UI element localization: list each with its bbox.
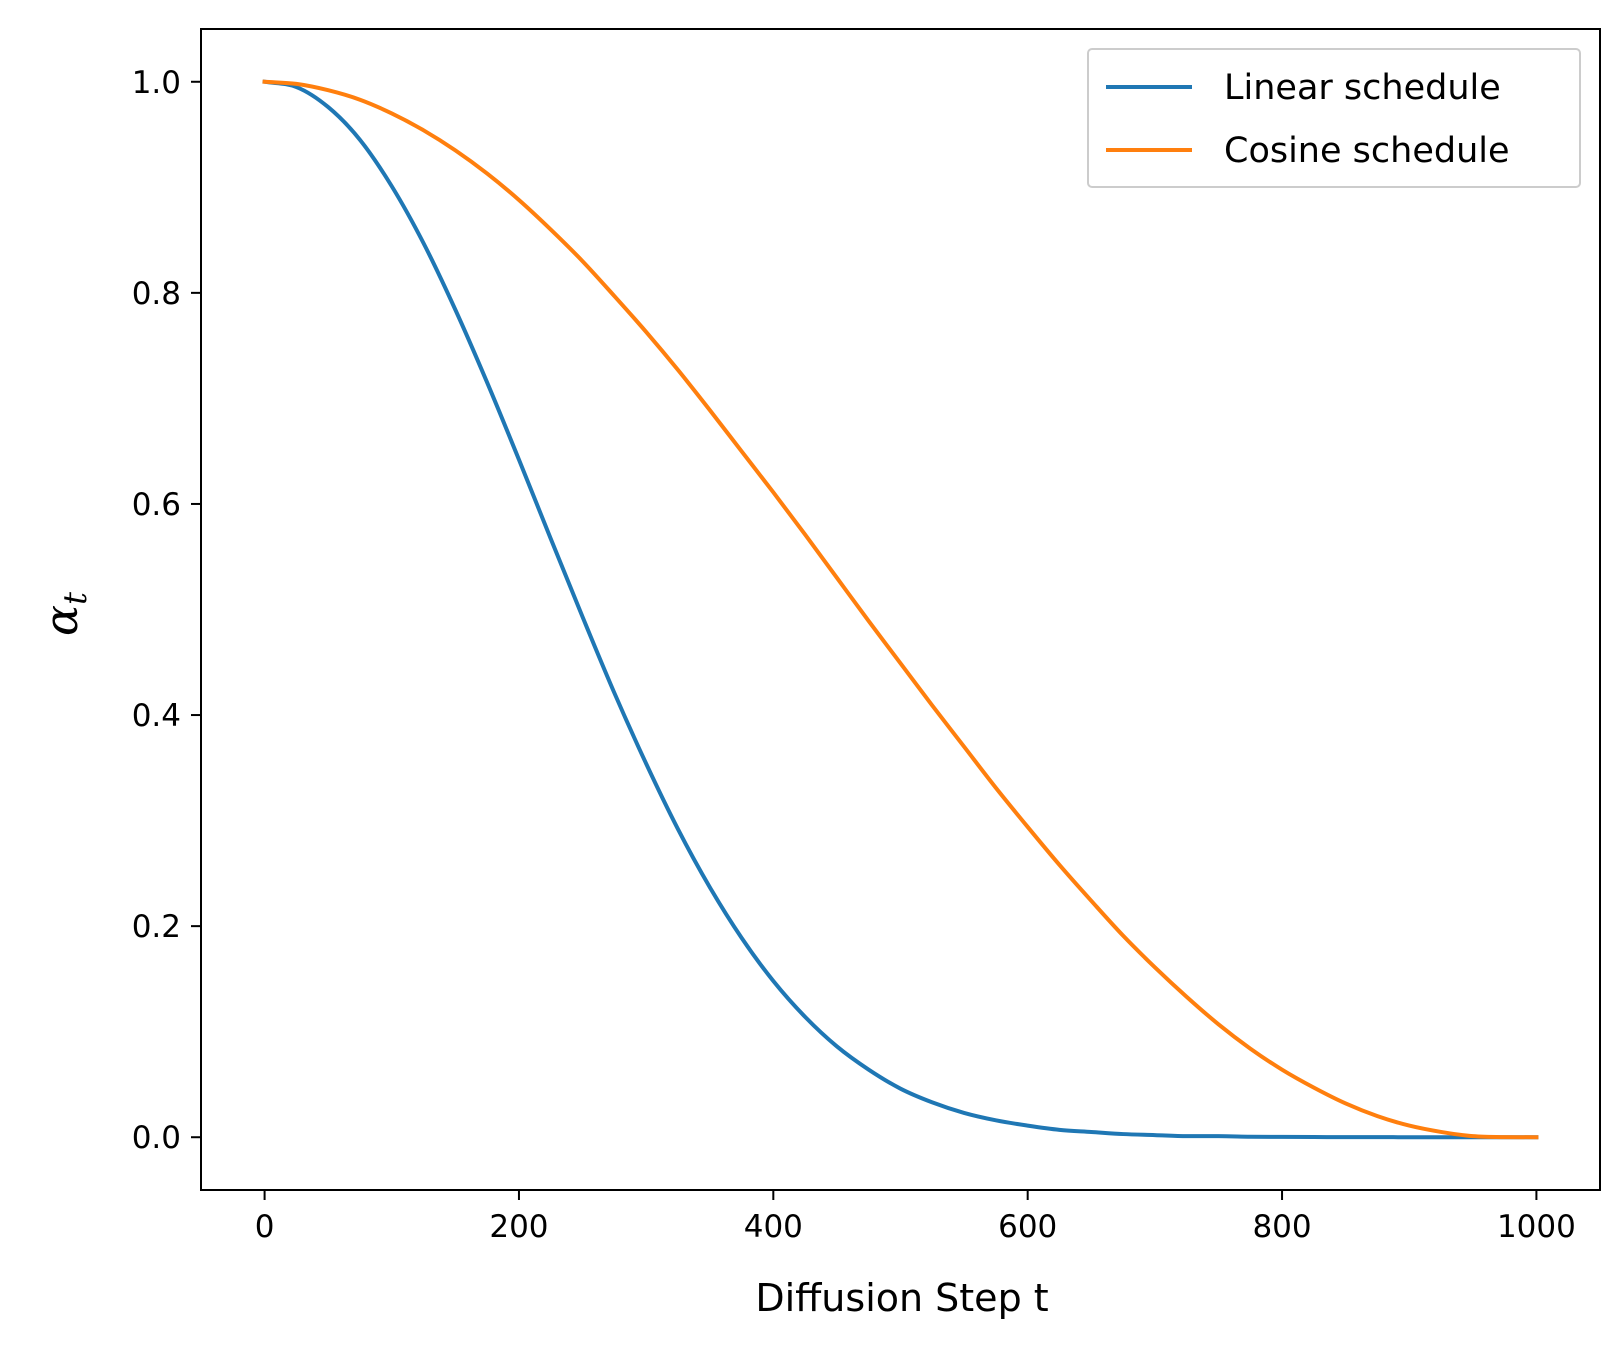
legend-label-cosine: Cosine schedule [1224, 131, 1510, 171]
x-tick-label: 400 [744, 1209, 803, 1245]
x-tick-label: 0 [255, 1209, 275, 1245]
y-axis-title-subscript: t [56, 592, 94, 605]
x-tick-label: 600 [998, 1209, 1057, 1245]
y-axis-title: αt [34, 592, 94, 636]
x-tick-label: 800 [1252, 1209, 1311, 1245]
y-tick-label: 0.2 [132, 909, 181, 945]
x-axis: 0 200 400 600 800 1000 [255, 1190, 1576, 1245]
y-axis-title-base: α [34, 605, 88, 636]
y-axis: 0.0 0.2 0.4 0.6 0.8 1.0 [132, 65, 201, 1156]
x-tick-label: 200 [489, 1209, 548, 1245]
y-tick-label: 0.4 [132, 698, 181, 734]
y-tick-label: 1.0 [132, 65, 181, 101]
legend-label-linear: Linear schedule [1224, 68, 1501, 108]
legend-box [1087, 48, 1581, 188]
y-tick-label: 0.8 [132, 276, 181, 312]
legend: Linear schedule Cosine schedule [1087, 48, 1581, 188]
series-line-linear [262, 79, 1539, 1140]
x-tick-label: 1000 [1497, 1209, 1576, 1245]
plot-area-frame [200, 28, 1601, 1191]
y-tick-label: 0.6 [132, 487, 181, 523]
y-tick-label: 0.0 [132, 1120, 181, 1156]
series-line-cosine [262, 79, 1539, 1140]
x-axis-title: Diffusion Step t [755, 1276, 1048, 1320]
series-layer [262, 79, 1539, 1140]
